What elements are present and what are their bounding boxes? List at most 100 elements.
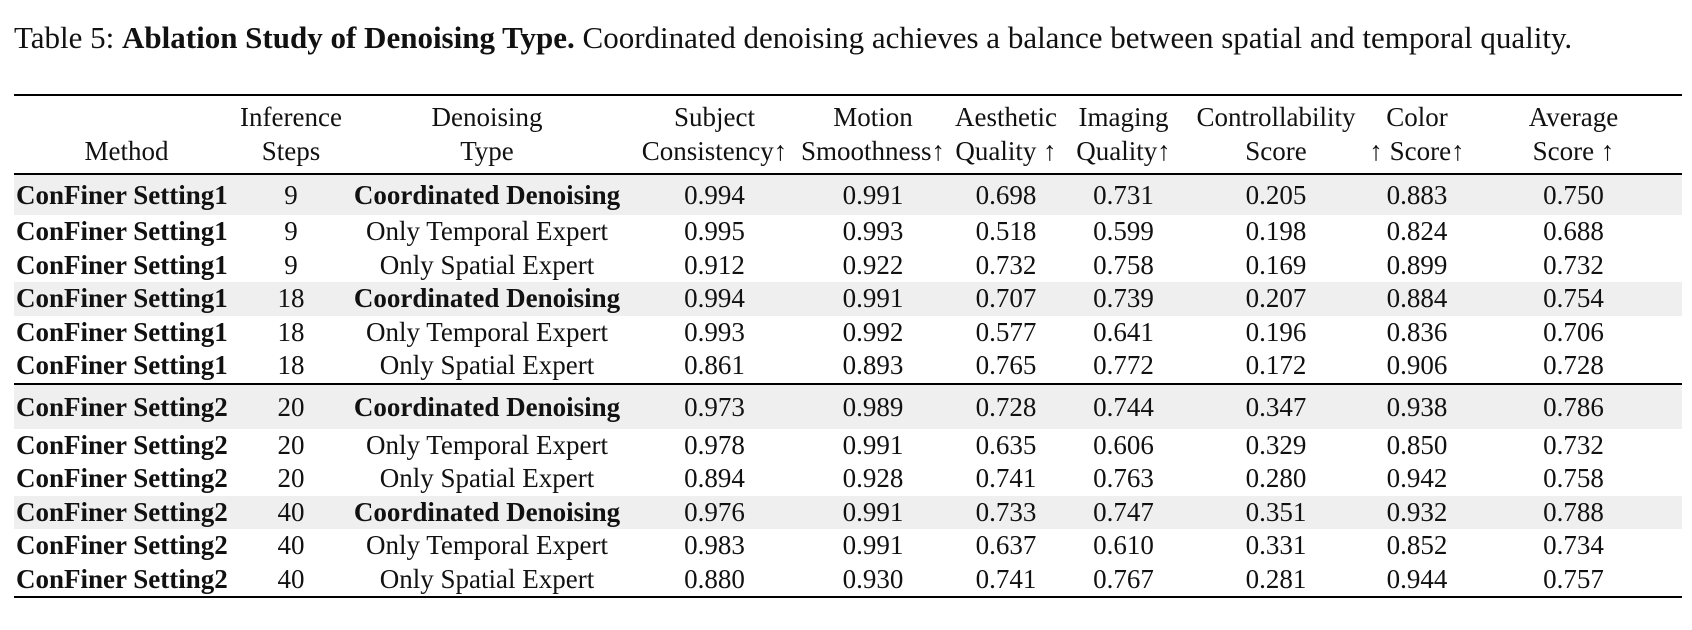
cell-control: 0.205 [1183, 174, 1369, 215]
table-group-2: ConFiner Setting2 20 Coordinated Denoisi… [14, 383, 1682, 598]
cell-motion: 0.992 [842, 316, 904, 347]
header-imaging: Imaging Quality↑ [1064, 95, 1183, 175]
cell-method: ConFiner Setting2 [14, 495, 239, 529]
cell-method: ConFiner Setting1 [14, 349, 239, 385]
cell-color: 0.850 [1386, 429, 1448, 460]
table-row: ConFiner Setting1 18 Coordinated Denoisi… [14, 282, 1682, 316]
table-group-1: ConFiner Setting1 9 Coordinated Denoisin… [14, 174, 1682, 385]
cell-color: 0.836 [1386, 316, 1448, 347]
cell-steps: 20 [277, 429, 305, 460]
cell-control: 0.198 [1245, 216, 1307, 246]
cell-motion: 0.893 [798, 349, 948, 385]
header-aesthetic: Aesthetic Quality ↑ [948, 95, 1064, 175]
cell-method: ConFiner Setting1 [14, 282, 239, 316]
cell-average: 0.758 [1543, 463, 1604, 493]
cell-aesthetic: 0.728 [948, 383, 1064, 429]
cell-imaging: 0.731 [1064, 174, 1183, 215]
cell-color: 0.942 [1386, 463, 1448, 493]
table-row: ConFiner Setting2 40 Only Spatial Expert… [14, 562, 1682, 598]
caption-title: Ablation Study of Denoising Type. [122, 20, 575, 55]
table-row: ConFiner Setting1 9 Only Spatial Expert … [14, 249, 1682, 283]
table-row: ConFiner Setting1 18 Only Spatial Expert… [14, 349, 1682, 385]
ablation-table: Method Inference Steps Denoising Type Subj… [14, 94, 1682, 598]
cell-average: 0.706 [1543, 316, 1604, 347]
cell-color: 0.852 [1386, 530, 1448, 560]
cell-steps: 20 [277, 463, 305, 493]
cell-imaging: 0.767 [1064, 562, 1183, 598]
cell-aesthetic: 0.518 [975, 216, 1037, 246]
cell-color: 0.906 [1369, 349, 1465, 385]
cell-type: Only Temporal Expert [365, 216, 609, 246]
cell-control: 0.172 [1183, 349, 1369, 385]
header-steps: Inference Steps [239, 95, 343, 175]
cell-type: Only Temporal Expert [365, 316, 609, 347]
cell-color: 0.932 [1369, 495, 1465, 529]
cell-motion: 0.991 [798, 495, 948, 529]
cell-motion: 0.991 [842, 429, 904, 460]
cell-subject: 0.993 [684, 316, 745, 347]
cell-type: Coordinated Denoising [343, 174, 631, 215]
table-row: ConFiner Setting1 9 Only Temporal Expert… [14, 215, 1682, 249]
cell-motion: 0.928 [842, 463, 904, 493]
table-row: ConFiner Setting2 20 Only Spatial Expert… [14, 462, 1682, 496]
cell-method: ConFiner Setting1 [16, 316, 228, 347]
caption-label: Table 5: [14, 20, 115, 55]
cell-subject: 0.861 [631, 349, 798, 385]
cell-type: Only Spatial Expert [343, 349, 631, 385]
cell-aesthetic: 0.637 [975, 530, 1037, 560]
header-motion: Motion Smoothness↑ [798, 95, 948, 175]
cell-type: Coordinated Denoising [343, 282, 631, 316]
cell-color: 0.883 [1369, 174, 1465, 215]
cell-method: ConFiner Setting1 [16, 249, 228, 280]
cell-control: 0.351 [1183, 495, 1369, 529]
cell-motion: 0.993 [842, 216, 904, 246]
cell-method: ConFiner Setting1 [16, 216, 228, 246]
cell-steps: 18 [239, 282, 343, 316]
cell-color: 0.944 [1369, 562, 1465, 598]
table-row: ConFiner Setting1 9 Coordinated Denoisin… [14, 174, 1682, 215]
cell-control: 0.331 [1245, 530, 1307, 560]
table-caption: Table 5: Ablation Study of Denoising Typ… [14, 18, 1572, 58]
cell-type: Only Spatial Expert [379, 249, 595, 280]
cell-average: 0.732 [1543, 429, 1604, 460]
cell-average: 0.754 [1465, 282, 1682, 316]
header-control: Controllability Score [1183, 95, 1369, 175]
cell-aesthetic: 0.698 [948, 174, 1064, 215]
cell-type: Only Temporal Expert [365, 429, 609, 460]
cell-steps: 9 [284, 249, 298, 280]
cell-motion: 0.991 [798, 174, 948, 215]
cell-subject: 0.994 [631, 174, 798, 215]
cell-color: 0.899 [1386, 249, 1448, 280]
cell-subject: 0.983 [684, 530, 745, 560]
cell-subject: 0.995 [684, 216, 745, 246]
cell-subject: 0.894 [684, 463, 745, 493]
cell-average: 0.734 [1543, 530, 1604, 560]
cell-color: 0.938 [1369, 383, 1465, 429]
cell-average: 0.688 [1543, 216, 1604, 246]
cell-type: Only Spatial Expert [343, 562, 631, 598]
cell-steps: 20 [239, 383, 343, 429]
cell-color: 0.884 [1369, 282, 1465, 316]
cell-method: ConFiner Setting2 [14, 383, 239, 429]
cell-type: Coordinated Denoising [343, 495, 631, 529]
cell-subject: 0.976 [631, 495, 798, 529]
cell-aesthetic: 0.732 [975, 249, 1037, 280]
cell-steps: 40 [277, 530, 305, 560]
cell-steps: 9 [239, 174, 343, 215]
caption-text: Coordinated denoising achieves a balance… [582, 20, 1573, 55]
header-color: Color ↑ Score↑ [1369, 95, 1465, 175]
table-row: ConFiner Setting2 40 Coordinated Denoisi… [14, 495, 1682, 529]
cell-imaging: 0.772 [1064, 349, 1183, 385]
header-type: Denoising Type [343, 95, 631, 175]
cell-control: 0.196 [1245, 316, 1307, 347]
cell-type: Only Temporal Expert [365, 530, 609, 560]
header-average: Average Score ↑ [1465, 95, 1682, 175]
cell-average: 0.750 [1465, 174, 1682, 215]
cell-imaging: 0.744 [1064, 383, 1183, 429]
cell-control: 0.347 [1183, 383, 1369, 429]
cell-average: 0.757 [1465, 562, 1682, 598]
cell-steps: 18 [239, 349, 343, 385]
cell-subject: 0.973 [631, 383, 798, 429]
cell-motion: 0.991 [798, 282, 948, 316]
cell-imaging: 0.747 [1064, 495, 1183, 529]
